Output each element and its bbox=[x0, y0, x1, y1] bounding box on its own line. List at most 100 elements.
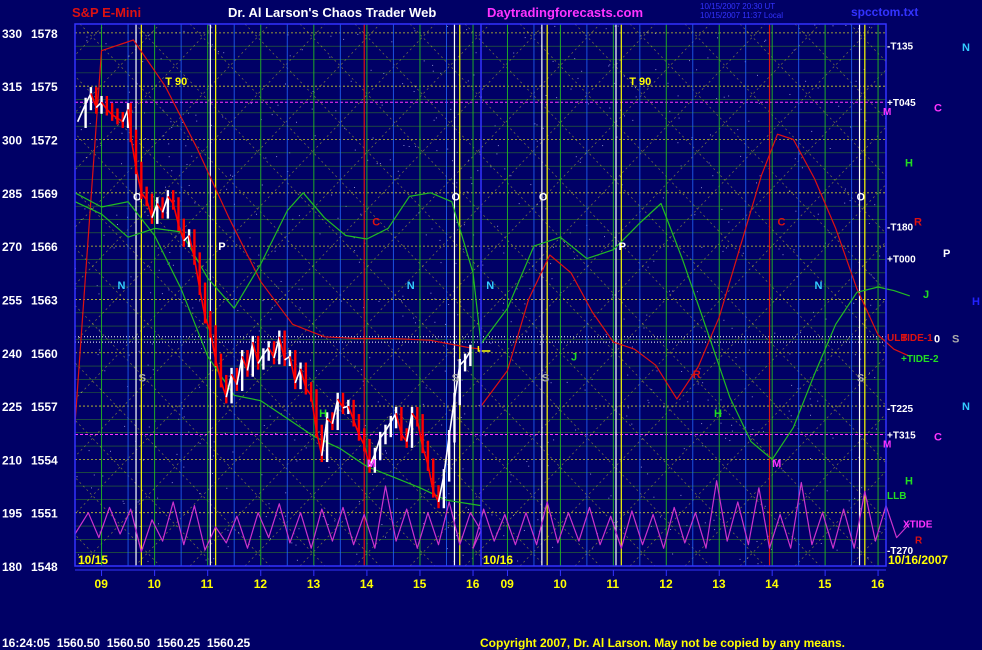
right-level-label: -T180 bbox=[887, 223, 914, 234]
star-dot bbox=[431, 228, 433, 230]
star-dot bbox=[363, 307, 365, 309]
price-segment bbox=[273, 336, 281, 359]
price-segment bbox=[106, 108, 113, 116]
star-dot bbox=[795, 210, 797, 212]
price-segment bbox=[172, 203, 180, 225]
right-level-label: XTIDE bbox=[903, 519, 933, 530]
star-dot bbox=[681, 371, 683, 372]
price-segment bbox=[151, 203, 159, 218]
chart-letter: S bbox=[542, 373, 549, 385]
star-dot bbox=[425, 234, 427, 236]
star-dot bbox=[716, 98, 718, 100]
price-segment bbox=[294, 368, 302, 384]
star-dot bbox=[85, 157, 87, 158]
star-dot bbox=[183, 30, 185, 32]
star-dot bbox=[211, 124, 212, 126]
star-dot bbox=[677, 142, 679, 144]
star-dot bbox=[468, 509, 469, 511]
star-dot bbox=[551, 278, 553, 280]
star-dot bbox=[731, 430, 733, 432]
chart-letter: H bbox=[714, 408, 722, 420]
price-segment bbox=[400, 434, 408, 443]
star-dot bbox=[413, 91, 415, 92]
star-dot bbox=[269, 415, 271, 417]
star-dot bbox=[646, 314, 648, 316]
star-dot bbox=[813, 311, 814, 313]
side-letter: H bbox=[972, 296, 980, 308]
star-dot bbox=[230, 174, 231, 176]
star-dot bbox=[478, 404, 480, 406]
star-dot bbox=[147, 364, 149, 366]
star-dot bbox=[725, 437, 727, 439]
price-segment bbox=[177, 224, 185, 242]
star-dot bbox=[707, 399, 709, 401]
star-dot bbox=[139, 526, 141, 527]
star-dot bbox=[648, 402, 650, 404]
star-dot bbox=[147, 35, 149, 37]
chart-letter: N bbox=[815, 280, 823, 292]
star-dot bbox=[98, 349, 100, 351]
star-dot bbox=[181, 408, 183, 410]
star-dot bbox=[364, 425, 366, 427]
price-segment bbox=[331, 398, 339, 425]
x-hour-label: 15 bbox=[413, 577, 427, 591]
star-dot bbox=[490, 342, 492, 344]
star-dot bbox=[510, 474, 512, 476]
star-dot bbox=[295, 544, 297, 546]
star-dot bbox=[765, 39, 767, 41]
price-segment bbox=[374, 437, 381, 455]
price-segment bbox=[310, 395, 318, 432]
star-dot bbox=[261, 184, 263, 186]
y-degree-label: 225 bbox=[2, 400, 22, 414]
x-hour-label: 13 bbox=[712, 577, 726, 591]
x-hour-label: 16 bbox=[871, 577, 885, 591]
price-segment bbox=[145, 199, 153, 218]
y-degree-label: 210 bbox=[2, 453, 22, 467]
y-price-label: 1566 bbox=[31, 240, 58, 254]
star-dot bbox=[171, 170, 173, 172]
star-dot bbox=[232, 451, 234, 453]
star-dot bbox=[96, 285, 98, 287]
star-dot bbox=[782, 470, 784, 472]
star-dot bbox=[149, 266, 151, 268]
diagonal-line bbox=[739, 24, 886, 177]
star-dot bbox=[285, 515, 287, 517]
star-dot bbox=[621, 184, 623, 186]
star-dot bbox=[151, 343, 153, 345]
price-segment bbox=[315, 430, 323, 456]
star-dot bbox=[425, 387, 427, 389]
y-degree-label: 315 bbox=[2, 80, 22, 94]
star-dot bbox=[627, 407, 629, 409]
star-dot bbox=[356, 553, 358, 555]
star-dot bbox=[702, 382, 704, 384]
star-dot bbox=[188, 431, 190, 433]
star-dot bbox=[616, 136, 618, 138]
star-dot bbox=[477, 170, 479, 172]
star-dot bbox=[552, 60, 554, 62]
star-dot bbox=[274, 250, 276, 252]
x-hour-label: 15 bbox=[818, 577, 832, 591]
star-dot bbox=[473, 234, 475, 236]
star-dot bbox=[801, 167, 803, 169]
star-dot bbox=[93, 474, 95, 476]
star-dot bbox=[650, 525, 652, 527]
price-segment bbox=[188, 235, 196, 259]
star-dot bbox=[415, 145, 417, 147]
price-segment bbox=[437, 475, 445, 503]
price-segment bbox=[129, 135, 137, 169]
star-dot bbox=[385, 536, 386, 538]
price-segment bbox=[100, 101, 108, 110]
star-dot bbox=[86, 40, 88, 42]
price-segment bbox=[135, 167, 143, 193]
chart-letter: P bbox=[619, 241, 626, 253]
x-hour-label: 14 bbox=[360, 577, 374, 591]
star-dot bbox=[316, 370, 317, 372]
star-dot bbox=[99, 531, 101, 533]
star-dot bbox=[340, 300, 342, 302]
y-price-label: 1578 bbox=[31, 27, 58, 41]
star-dot bbox=[844, 202, 846, 204]
star-dot bbox=[186, 164, 188, 165]
price-segment bbox=[241, 356, 249, 371]
price-segment bbox=[214, 359, 222, 382]
star-dot bbox=[725, 247, 727, 249]
